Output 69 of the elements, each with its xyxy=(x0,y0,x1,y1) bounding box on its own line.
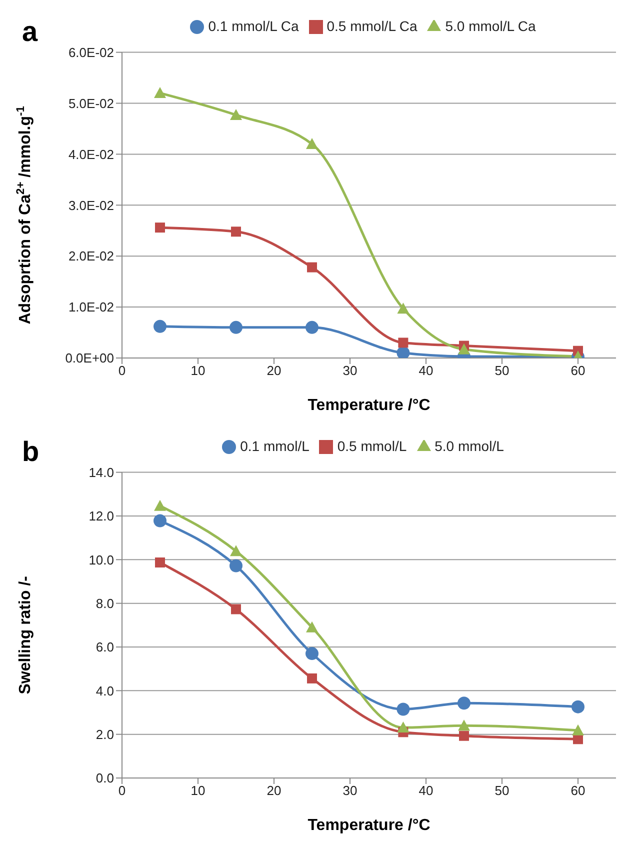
point xyxy=(397,302,410,314)
x-axis-title: Temperature /°C xyxy=(308,397,431,414)
x-tick-label: 40 xyxy=(418,363,434,378)
point xyxy=(306,138,318,150)
point xyxy=(155,557,165,568)
y-tick-label: 2.0E-02 xyxy=(68,248,114,264)
y-tick-label: 3.0E-02 xyxy=(68,198,114,213)
point xyxy=(397,722,410,733)
x-tick-label: 50 xyxy=(494,783,510,798)
x-tick-label: 40 xyxy=(418,783,434,798)
x-tick-label: 10 xyxy=(190,783,206,798)
y-tick-label: 0.0 xyxy=(96,770,114,786)
point xyxy=(230,108,242,120)
point xyxy=(155,222,165,233)
x-tick-label: 20 xyxy=(266,363,282,378)
y-tick-label: 12.0 xyxy=(88,508,114,524)
legend-label: 5.0 mmol/L Ca xyxy=(445,18,536,34)
x-tick-label: 60 xyxy=(570,363,586,378)
point xyxy=(154,500,166,511)
point xyxy=(154,87,166,98)
y-tick-label: 0.0E+00 xyxy=(65,350,114,366)
point xyxy=(231,226,241,237)
y-tick-label: 8.0 xyxy=(96,596,114,611)
y-tick-label: 4.0E-02 xyxy=(68,146,114,162)
y-tick-label: 6.0 xyxy=(96,640,114,655)
x-tick-label: 50 xyxy=(494,363,510,378)
chart-title: a xyxy=(22,16,38,48)
x-tick-label: 30 xyxy=(342,363,358,378)
y-tick-label: 14.0 xyxy=(88,464,114,480)
y-tick-label: 1.0E-02 xyxy=(68,300,114,315)
y-axis-title: Swelling ratio /- xyxy=(17,576,34,694)
point xyxy=(306,320,318,334)
y-tick-label: 2.0 xyxy=(96,726,114,742)
y-tick-label: 4.0 xyxy=(96,683,114,698)
point xyxy=(231,604,241,614)
x-tick-label: 10 xyxy=(190,363,206,378)
legend-label: 0.5 mmol/L xyxy=(337,438,407,454)
x-tick-label: 20 xyxy=(266,783,282,798)
y-tick-label: 6.0E-02 xyxy=(68,44,114,60)
point xyxy=(154,514,166,528)
point xyxy=(396,702,410,716)
point xyxy=(154,320,166,333)
point xyxy=(306,647,318,660)
y-tick-label: 10.0 xyxy=(88,552,114,568)
chart-title: b xyxy=(22,436,40,468)
legend-label: 0.5 mmol/L Ca xyxy=(326,18,418,34)
point xyxy=(307,673,317,684)
point xyxy=(572,724,584,736)
point xyxy=(458,696,470,710)
point xyxy=(230,320,242,334)
point xyxy=(572,700,584,714)
point xyxy=(307,262,317,272)
point xyxy=(458,720,470,731)
x-tick-label: 30 xyxy=(342,783,358,798)
y-tick-label: 5.0E-02 xyxy=(68,96,114,111)
point xyxy=(230,545,242,556)
x-tick-label: 0 xyxy=(118,783,126,798)
legend-label: 0.1 mmol/L Ca xyxy=(208,18,299,34)
point xyxy=(396,346,410,358)
x-tick-label: 60 xyxy=(570,783,586,798)
point xyxy=(459,730,469,741)
point xyxy=(230,559,242,572)
legend-label: 5.0 mmol/L xyxy=(434,438,504,454)
point xyxy=(306,621,318,632)
x-tick-label: 0 xyxy=(118,363,126,378)
point xyxy=(458,343,470,354)
point xyxy=(398,338,408,348)
legend-label: 0.1 mmol/L xyxy=(240,438,310,454)
x-axis-title: Temperature /°C xyxy=(308,817,431,834)
